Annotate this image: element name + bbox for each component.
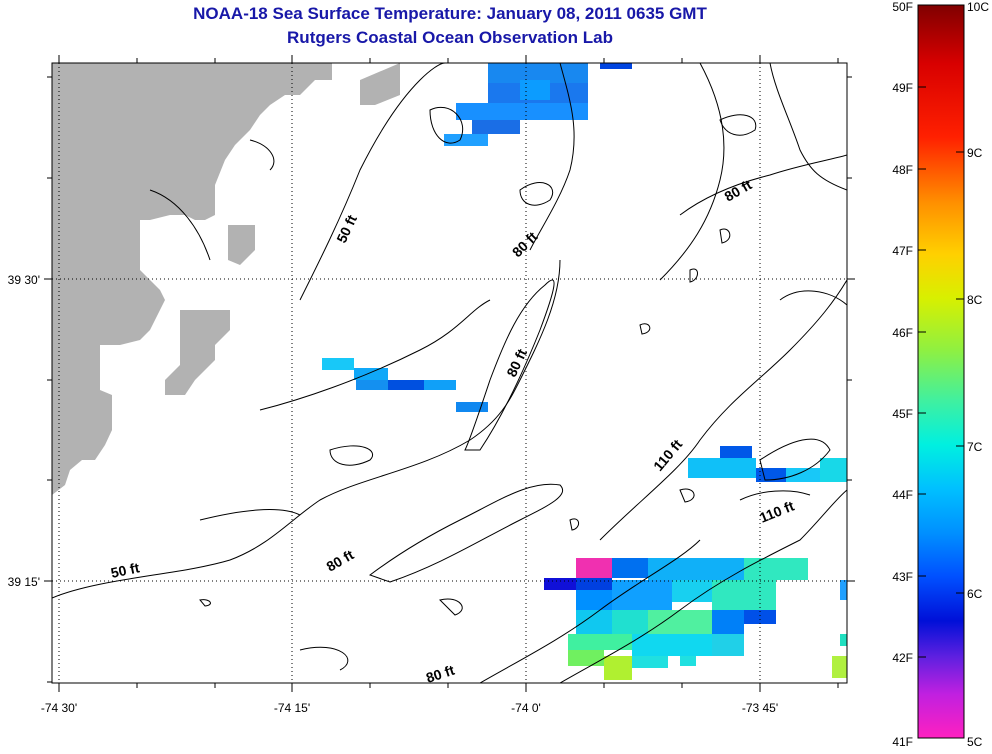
map-frame — [51, 62, 848, 684]
contour-label: 50 ft — [109, 559, 141, 581]
colorbar-f-label: 50F — [892, 0, 913, 14]
land-island — [228, 225, 255, 265]
colorbar-f-label: 46F — [892, 326, 913, 340]
lon-tick-label: -74 15' — [274, 701, 310, 715]
colorbar-f-label: 47F — [892, 244, 913, 258]
lon-tick-label: -74 30' — [41, 701, 77, 715]
map-title: NOAA-18 Sea Surface Temperature: January… — [193, 4, 707, 23]
land-mass — [52, 63, 332, 495]
land-island — [52, 410, 112, 460]
lat-tick-label: 39 30' — [8, 273, 40, 287]
colorbar-c-label: 10C — [967, 0, 989, 14]
colorbar-c-label: 9C — [967, 146, 983, 160]
lon-tick-label: -73 45' — [742, 701, 778, 715]
land-island — [165, 310, 230, 395]
sst-pixels — [322, 63, 847, 680]
colorbar-c-label: 8C — [967, 293, 983, 307]
colorbar: 50F 49F 48F 47F 46F 45F 44F 43F 42F 41F … — [892, 0, 989, 749]
colorbar-f-label: 43F — [892, 570, 913, 584]
map-ticks — [44, 55, 855, 692]
colorbar-f-label: 49F — [892, 81, 913, 95]
lat-tick-label: 39 15' — [8, 575, 40, 589]
colorbar-f-label: 45F — [892, 407, 913, 421]
map-subtitle: Rutgers Coastal Ocean Observation Lab — [287, 28, 613, 47]
colorbar-f-label: 42F — [892, 651, 913, 665]
colorbar-c-label: 7C — [967, 440, 983, 454]
colorbar-f-label: 41F — [892, 735, 913, 749]
land-island — [360, 63, 400, 105]
colorbar-c-label: 5C — [967, 735, 983, 749]
colorbar-f-label: 44F — [892, 488, 913, 502]
colorbar-f-label: 48F — [892, 163, 913, 177]
colorbar-c-label: 6C — [967, 587, 983, 601]
lat-lon-grid — [52, 63, 847, 683]
lon-tick-label: -74 0' — [511, 701, 541, 715]
bathymetry-contours — [52, 63, 847, 683]
